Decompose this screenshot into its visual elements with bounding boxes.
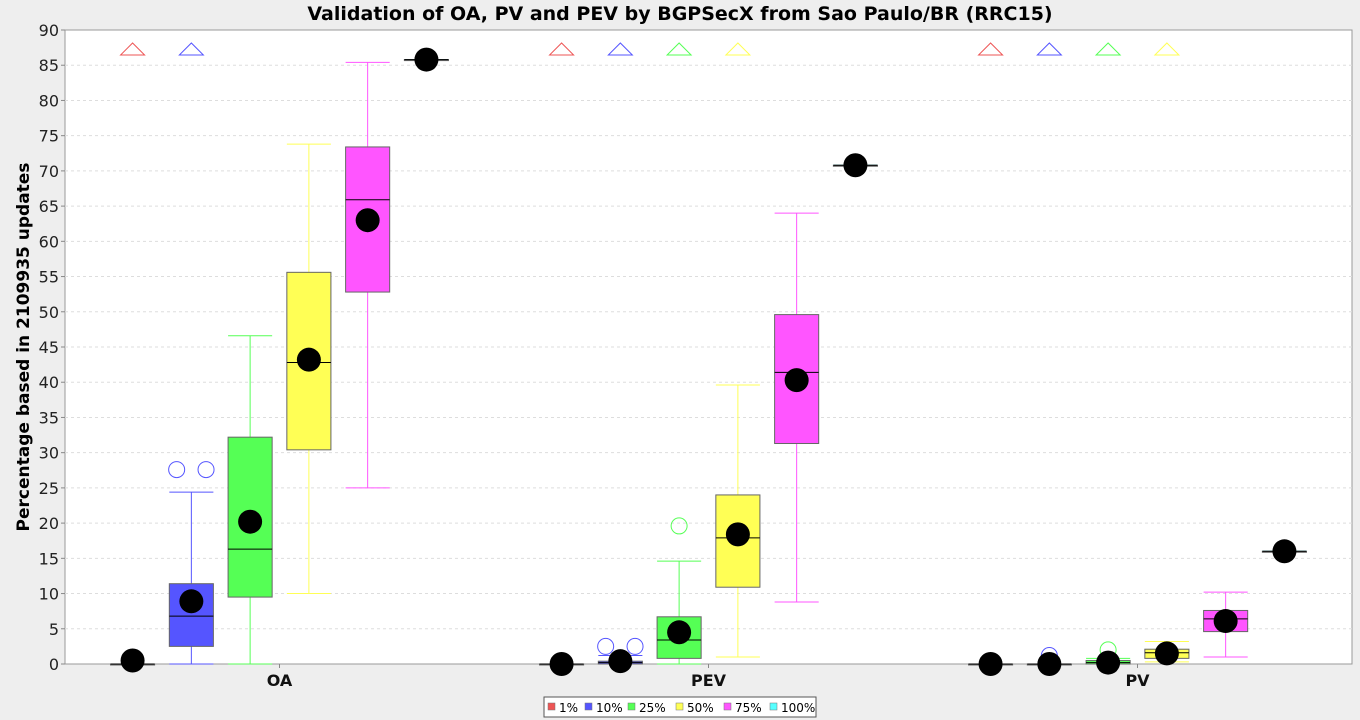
legend: 1% 10% 25% 50% 75% 100% bbox=[543, 696, 817, 718]
legend-swatch bbox=[547, 702, 556, 711]
mean-marker bbox=[1154, 641, 1179, 666]
legend-label: 50% bbox=[687, 701, 714, 715]
box-75pct-OA bbox=[345, 61, 391, 489]
box-10pct-OA bbox=[168, 42, 215, 665]
y-tick-label: 90 bbox=[39, 21, 59, 40]
y-tick-label: 60 bbox=[39, 232, 59, 251]
box-iqr bbox=[168, 583, 214, 647]
y-tick-label: 30 bbox=[39, 444, 59, 463]
outlier-marker bbox=[626, 637, 644, 655]
box-75pct-PV bbox=[1203, 591, 1249, 658]
y-axis-ticks: 0 5 10 15 20 25 30 35 40 45 50 55 60 65 70 75 80 85 90 bbox=[39, 21, 65, 674]
far-outlier-indicator bbox=[178, 42, 205, 56]
y-tick-label: 35 bbox=[39, 408, 59, 427]
mean-marker bbox=[1037, 652, 1062, 676]
mean-marker bbox=[120, 648, 145, 673]
legend-swatch bbox=[584, 702, 593, 711]
y-tick-label: 5 bbox=[49, 620, 59, 639]
outlier-marker bbox=[597, 637, 615, 655]
mean-marker bbox=[179, 589, 204, 614]
mean-marker bbox=[784, 368, 809, 393]
mean-marker bbox=[608, 649, 633, 674]
grid-lines bbox=[65, 64, 1352, 630]
box-iqr bbox=[286, 271, 332, 451]
far-outlier-indicator bbox=[1094, 42, 1122, 56]
mean-marker bbox=[1096, 650, 1121, 675]
y-tick-label: 20 bbox=[39, 514, 59, 533]
legend-swatch bbox=[675, 702, 684, 711]
mean-marker bbox=[667, 620, 692, 645]
box-100pct-PEV bbox=[832, 153, 878, 178]
y-tick-label: 55 bbox=[39, 268, 59, 287]
legend-swatch bbox=[627, 702, 636, 711]
mean-marker bbox=[843, 153, 868, 178]
x-category-label: PV bbox=[1125, 671, 1150, 690]
x-category-label: PEV bbox=[691, 671, 727, 690]
box-75pct-PEV bbox=[774, 212, 820, 603]
far-outlier-indicator bbox=[607, 42, 634, 56]
box-10pct-PV bbox=[1026, 42, 1072, 676]
outlier-marker bbox=[670, 517, 688, 535]
box-100pct-OA bbox=[403, 47, 449, 72]
far-outlier-indicator bbox=[1153, 42, 1181, 56]
legend-swatch bbox=[769, 702, 778, 711]
legend-label: 25% bbox=[639, 701, 666, 715]
y-tick-label: 10 bbox=[39, 585, 59, 604]
mean-marker bbox=[725, 522, 750, 547]
legend-swatch bbox=[723, 702, 732, 711]
outlier-marker bbox=[168, 461, 186, 479]
box-50pct-PV bbox=[1144, 42, 1190, 666]
box-25pct-PV bbox=[1085, 42, 1131, 675]
x-category-label: OA bbox=[267, 671, 293, 690]
y-axis-label: Percentage based in 2109935 updates bbox=[14, 163, 34, 532]
legend-label: 10% bbox=[596, 701, 623, 715]
y-tick-label: 85 bbox=[39, 56, 59, 75]
box-50pct-PEV bbox=[715, 42, 761, 658]
far-outlier-indicator bbox=[977, 42, 1004, 56]
y-tick-label: 75 bbox=[39, 127, 59, 146]
far-outlier-indicator bbox=[119, 42, 146, 56]
box-25pct-PEV bbox=[656, 42, 702, 665]
y-tick-label: 25 bbox=[39, 479, 59, 498]
mean-marker bbox=[355, 208, 380, 233]
far-outlier-indicator bbox=[665, 42, 693, 56]
legend-label: 100% bbox=[781, 701, 815, 715]
box-1pct-PEV bbox=[539, 42, 585, 676]
box-series bbox=[110, 42, 1307, 676]
legend-label: 1% bbox=[559, 701, 578, 715]
y-tick-label: 40 bbox=[39, 373, 59, 392]
y-tick-label: 50 bbox=[39, 303, 59, 322]
mean-marker bbox=[414, 47, 439, 72]
y-tick-label: 70 bbox=[39, 162, 59, 181]
x-axis-categories: OA PEV PV bbox=[267, 664, 1150, 690]
box-25pct-OA bbox=[227, 335, 273, 665]
y-tick-label: 15 bbox=[39, 549, 59, 568]
outlier-marker bbox=[197, 461, 215, 479]
far-outlier-indicator bbox=[1036, 42, 1063, 56]
box-50pct-OA bbox=[286, 143, 332, 595]
legend-label: 75% bbox=[735, 701, 762, 715]
y-tick-label: 80 bbox=[39, 91, 59, 110]
mean-marker bbox=[978, 652, 1003, 676]
mean-marker bbox=[549, 652, 574, 676]
far-outlier-indicator bbox=[548, 42, 575, 56]
y-tick-label: 0 bbox=[49, 655, 59, 674]
chart-title: Validation of OA, PV and PEV by BGPSecX … bbox=[307, 3, 1052, 25]
far-outlier-indicator bbox=[724, 42, 752, 56]
y-tick-label: 45 bbox=[39, 338, 59, 357]
mean-marker bbox=[296, 347, 321, 372]
box-1pct-OA bbox=[110, 42, 156, 673]
mean-marker bbox=[238, 509, 263, 534]
box-1pct-PV bbox=[968, 42, 1014, 676]
y-tick-label: 65 bbox=[39, 197, 59, 216]
mean-marker bbox=[1213, 609, 1238, 634]
mean-marker bbox=[1272, 539, 1297, 564]
box-100pct-PV bbox=[1261, 539, 1307, 564]
box-10pct-PEV bbox=[597, 42, 644, 674]
